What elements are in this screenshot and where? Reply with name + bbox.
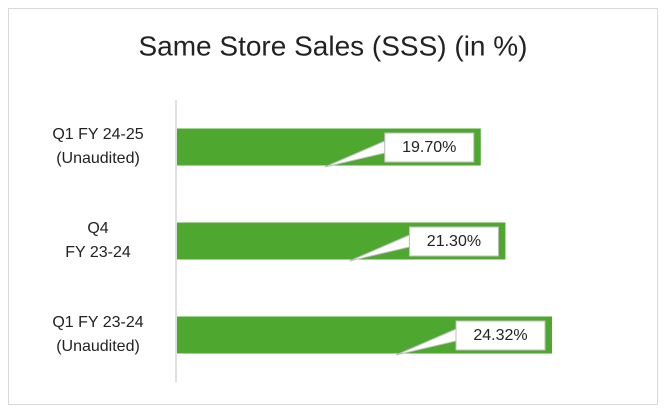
callout-box [455,320,546,351]
y-tick-label: Q1 FY 24-25 [52,126,143,143]
callout-box [408,226,499,257]
y-tick-label: (Unaudited) [56,338,140,355]
y-tick-label: Q4 [87,220,108,237]
chart-title: Same Store Sales (SSS) (in %) [138,30,527,61]
data-label: 21.30% [427,233,481,250]
callout-box [384,132,475,163]
data-label: 19.70% [402,139,456,156]
y-tick-label: FY 23-24 [65,244,131,261]
y-tick-label: (Unaudited) [56,150,140,167]
data-label: 24.32% [473,327,527,344]
y-tick-label: Q1 FY 23-24 [52,314,143,331]
